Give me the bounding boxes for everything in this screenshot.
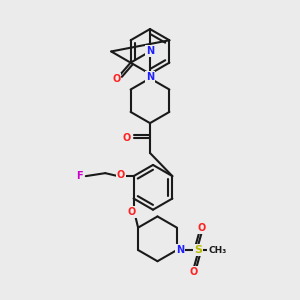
Text: O: O	[123, 133, 131, 143]
Text: O: O	[117, 169, 125, 180]
Text: O: O	[190, 267, 198, 278]
Text: N: N	[146, 72, 154, 82]
Text: O: O	[112, 74, 121, 84]
Text: F: F	[76, 171, 83, 181]
Text: S: S	[194, 245, 202, 255]
Text: CH₃: CH₃	[208, 245, 226, 254]
Text: N: N	[146, 46, 154, 56]
Text: N: N	[176, 245, 184, 255]
Text: O: O	[198, 223, 206, 232]
Text: O: O	[128, 207, 136, 217]
